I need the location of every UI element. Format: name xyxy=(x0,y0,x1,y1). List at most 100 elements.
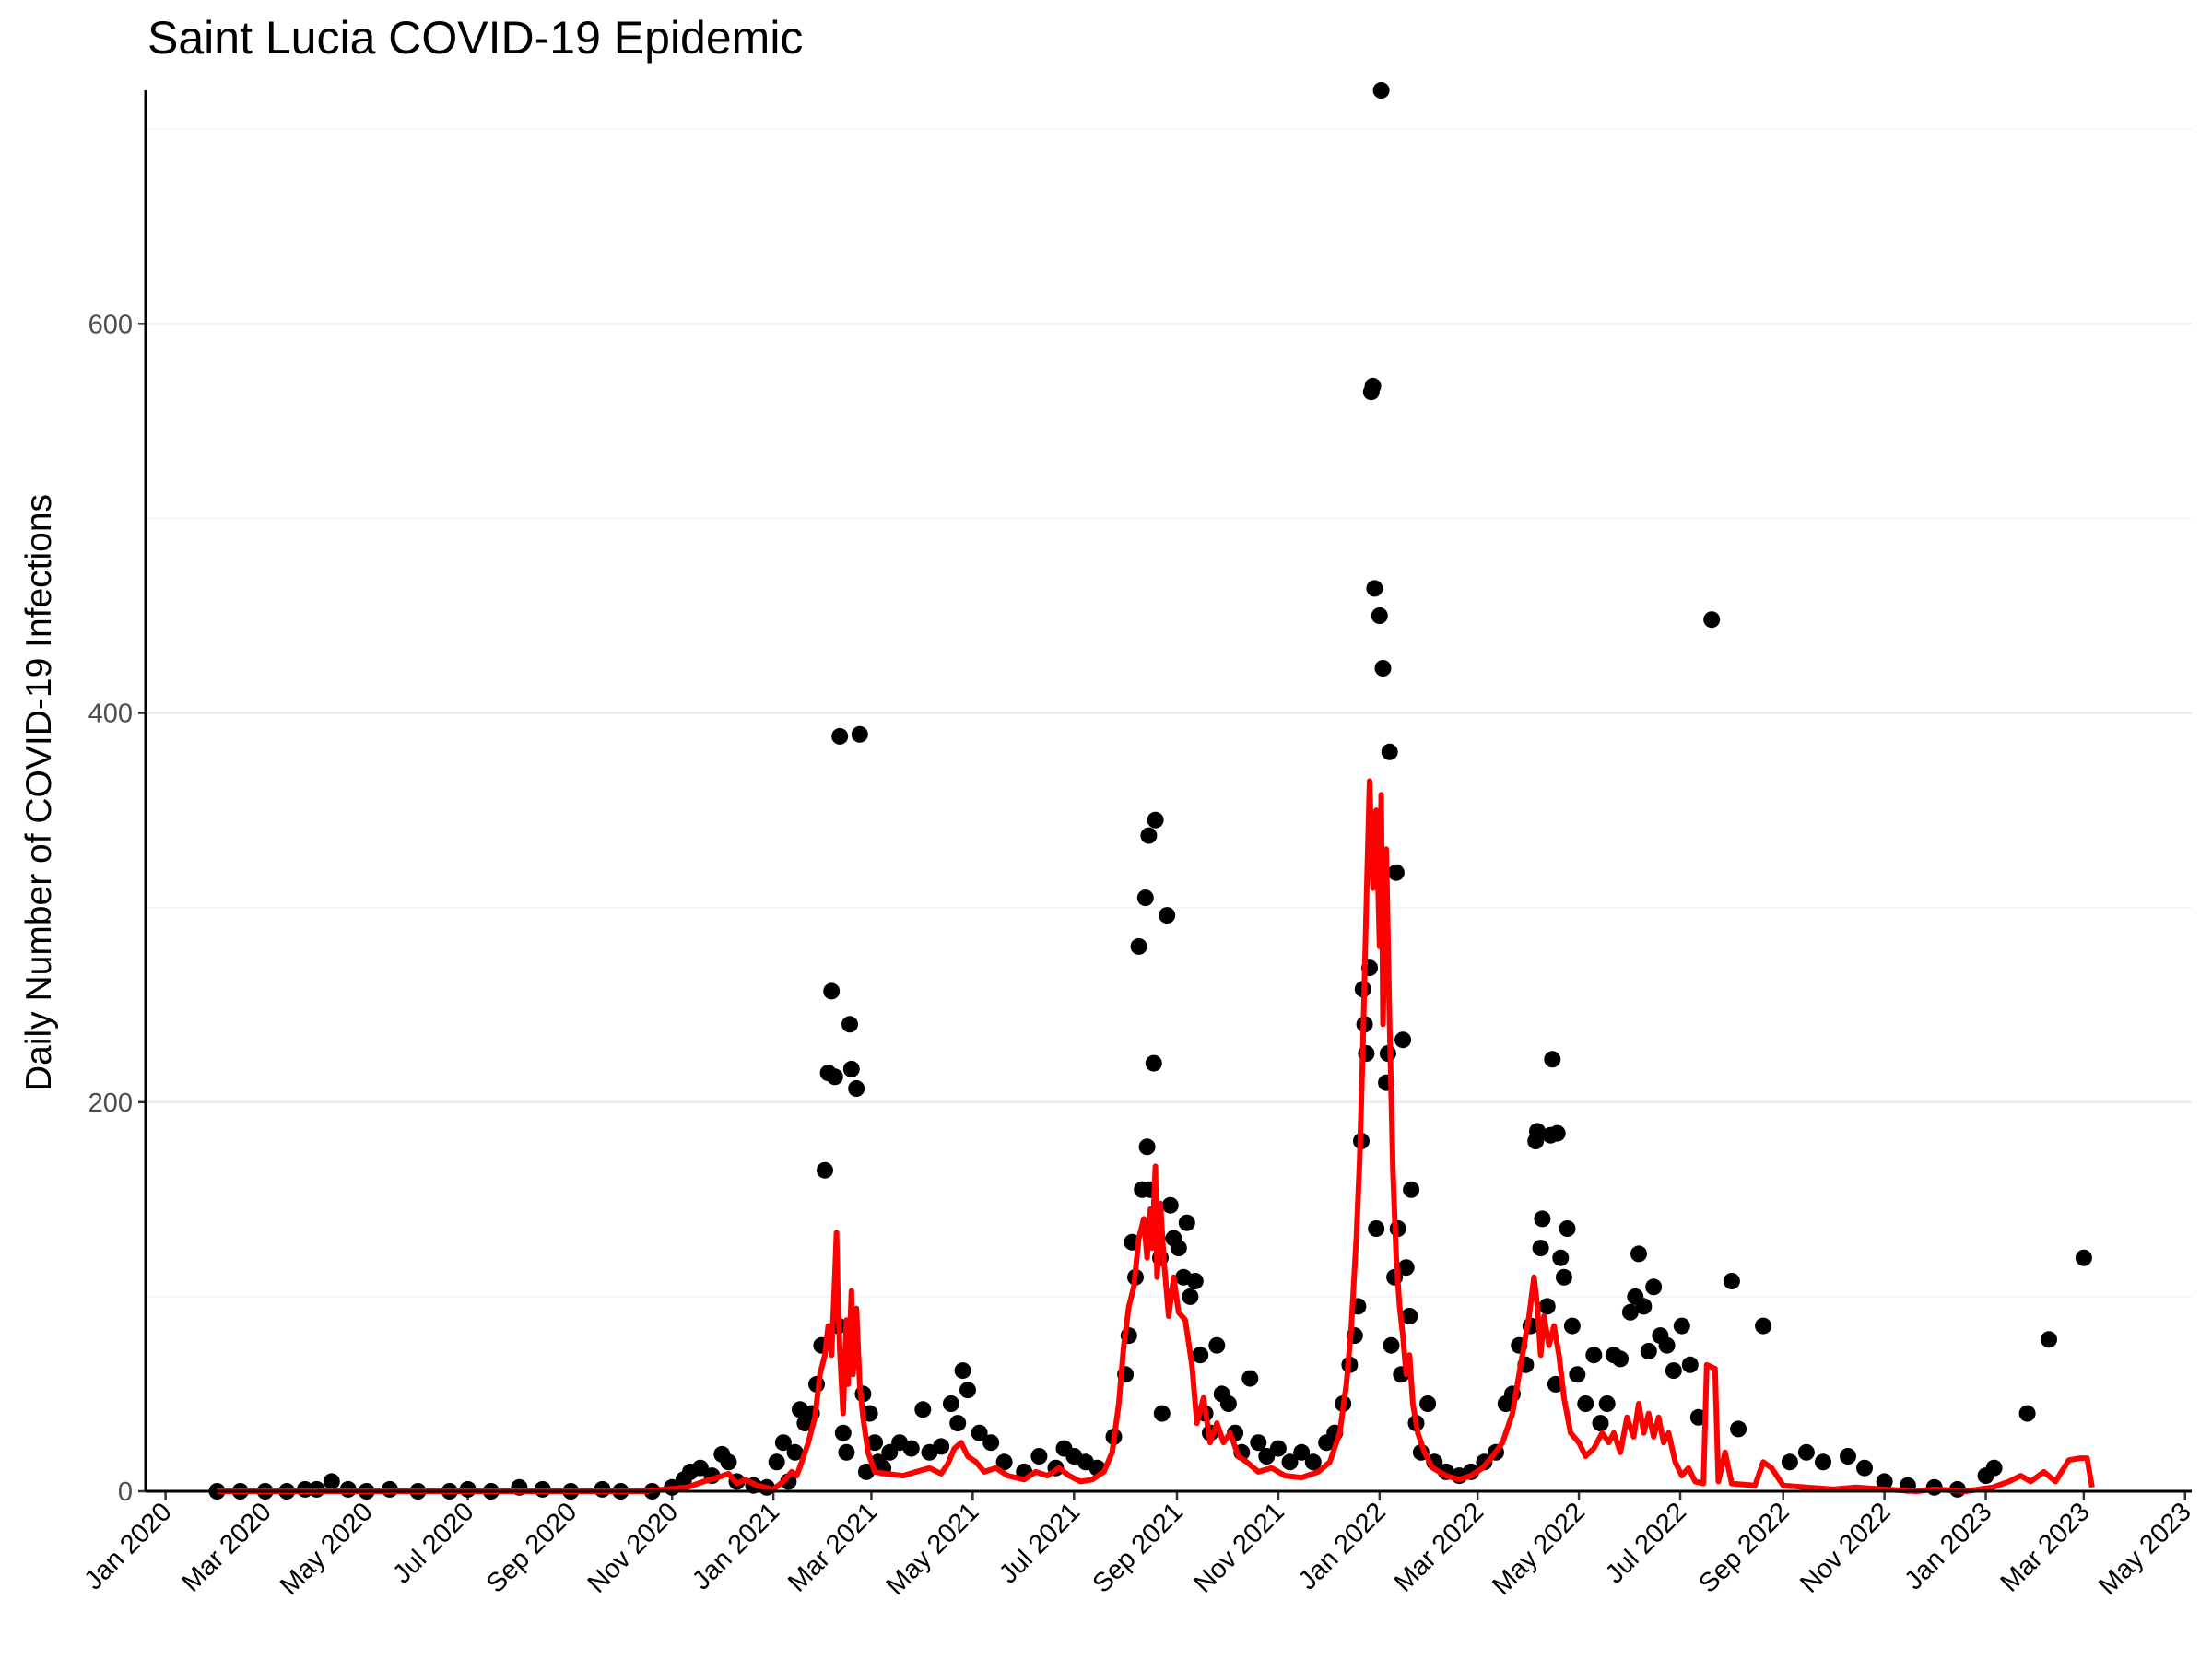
data-point xyxy=(1840,1448,1856,1465)
data-point xyxy=(1387,864,1405,881)
data-point xyxy=(1241,1370,1259,1387)
y-tick-label: 400 xyxy=(88,700,133,729)
data-point xyxy=(817,1161,833,1179)
data-point xyxy=(1159,907,1176,924)
data-point xyxy=(1985,1459,2003,1477)
data-point xyxy=(1419,1395,1437,1412)
y-tick-label: 600 xyxy=(88,310,133,339)
data-point xyxy=(2075,1249,2092,1266)
data-point xyxy=(1130,937,1147,955)
data-point xyxy=(1030,1448,1048,1465)
data-point xyxy=(786,1443,804,1461)
data-point xyxy=(848,1080,865,1097)
data-point xyxy=(1673,1317,1690,1335)
data-point xyxy=(834,1424,852,1441)
data-point xyxy=(1366,580,1383,597)
data-point xyxy=(831,727,849,745)
data-point xyxy=(842,1060,860,1077)
data-point xyxy=(1645,1278,1663,1296)
data-point xyxy=(823,982,841,1000)
data-point xyxy=(1781,1453,1798,1471)
data-point xyxy=(1186,1273,1204,1289)
data-point xyxy=(1723,1273,1740,1289)
data-point xyxy=(1136,889,1154,907)
data-point xyxy=(1544,1051,1561,1068)
data-point xyxy=(1178,1214,1195,1231)
data-point xyxy=(1534,1210,1551,1228)
data-point xyxy=(1161,1196,1179,1214)
data-point xyxy=(1552,1249,1570,1266)
data-point xyxy=(1371,607,1388,624)
data-point xyxy=(1755,1317,1772,1335)
data-point xyxy=(1304,1453,1322,1471)
y-axis-label: Daily Number of COVID-19 Infections xyxy=(19,494,59,1091)
data-point xyxy=(768,1453,785,1471)
data-point xyxy=(1381,743,1398,760)
data-point xyxy=(1153,1405,1171,1422)
data-point xyxy=(1569,1366,1586,1383)
chart-title: Saint Lucia COVID-19 Epidemic xyxy=(147,12,803,64)
data-point xyxy=(933,1438,950,1455)
data-point xyxy=(1640,1343,1657,1359)
data-point xyxy=(1598,1395,1616,1412)
data-point xyxy=(1250,1434,1267,1452)
data-point xyxy=(1208,1336,1226,1354)
data-point xyxy=(1585,1347,1603,1364)
data-point xyxy=(1364,377,1382,394)
data-point xyxy=(1368,1220,1385,1237)
data-point xyxy=(2041,1331,2057,1348)
data-point xyxy=(1403,1181,1420,1198)
data-point xyxy=(1269,1440,1287,1457)
data-point xyxy=(954,1362,971,1380)
data-point xyxy=(1665,1362,1682,1380)
data-point xyxy=(1612,1350,1630,1368)
data-point xyxy=(1815,1453,1831,1471)
data-point xyxy=(914,1401,932,1418)
data-point xyxy=(1394,1031,1412,1049)
data-point xyxy=(982,1434,1000,1452)
data-point xyxy=(1170,1240,1187,1257)
data-point xyxy=(323,1473,340,1490)
data-point xyxy=(1555,1268,1572,1286)
data-point xyxy=(959,1382,976,1399)
data-point xyxy=(1621,1303,1639,1321)
data-point xyxy=(851,725,868,743)
data-point xyxy=(949,1415,967,1432)
data-point xyxy=(902,1440,920,1457)
data-point xyxy=(774,1434,792,1452)
data-point xyxy=(1630,1245,1647,1263)
axes xyxy=(144,90,2192,1493)
data-point xyxy=(1876,1473,1893,1490)
data-point xyxy=(942,1395,959,1412)
y-tick-label: 0 xyxy=(118,1477,133,1507)
data-point xyxy=(1548,1124,1566,1142)
data-point xyxy=(1592,1415,1609,1432)
data-point xyxy=(1182,1288,1199,1305)
data-point xyxy=(1635,1298,1653,1315)
data-point xyxy=(995,1453,1013,1471)
data-point xyxy=(1145,1054,1162,1072)
data-point xyxy=(1532,1240,1549,1257)
data-point xyxy=(866,1434,884,1452)
data-point xyxy=(1192,1347,1209,1364)
data-point xyxy=(971,1424,988,1441)
data-point xyxy=(1538,1298,1556,1315)
data-point xyxy=(841,1016,858,1033)
data-point xyxy=(1219,1395,1237,1412)
data-point xyxy=(1281,1453,1299,1471)
data-point xyxy=(1658,1336,1676,1354)
data-point xyxy=(826,1068,843,1086)
data-point xyxy=(1563,1317,1581,1335)
data-point xyxy=(1559,1220,1576,1237)
data-point xyxy=(1856,1459,1873,1477)
data-point xyxy=(1397,1259,1415,1277)
data-point xyxy=(838,1443,855,1461)
data-point xyxy=(1703,611,1721,629)
data-point xyxy=(1138,1138,1156,1156)
smoothed-line-layer xyxy=(217,778,2095,1494)
data-point xyxy=(1401,1308,1418,1324)
data-point xyxy=(1529,1123,1546,1140)
data-point xyxy=(1681,1356,1699,1373)
